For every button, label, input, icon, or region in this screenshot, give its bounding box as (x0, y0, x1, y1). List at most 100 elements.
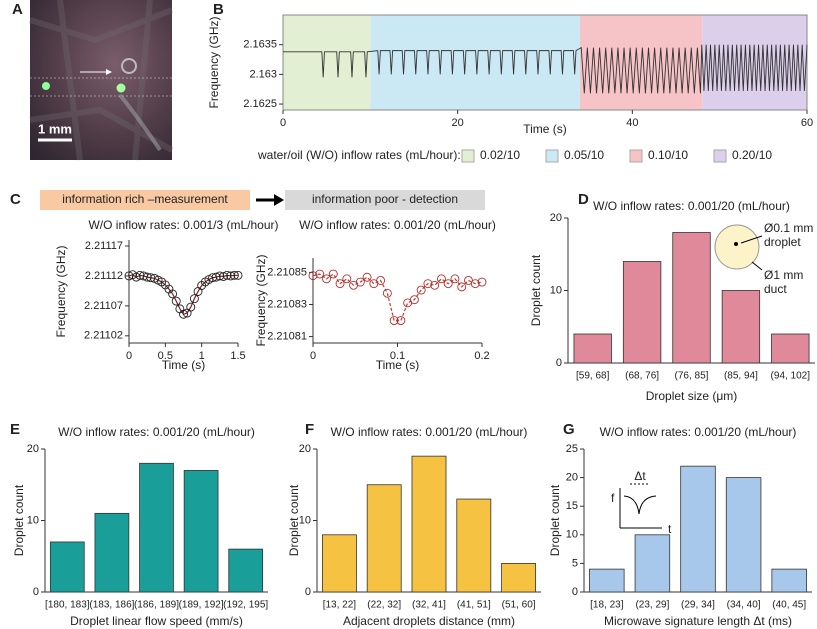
y-tick-label: 20 (27, 443, 39, 455)
y-tick-label: 2.21117 (85, 240, 123, 252)
bar (456, 498, 492, 593)
y-axis-label: Droplet count (12, 484, 26, 556)
bar (366, 484, 402, 593)
y-tick-label: 0 (305, 586, 311, 598)
y-axis-label: Droplet count (287, 484, 301, 556)
panel-label: E (10, 421, 20, 438)
data-point (233, 270, 243, 280)
x-tick-label: (76, 85] (675, 371, 709, 382)
x-tick-label: (29, 34] (681, 600, 715, 611)
x-tick-label: (186, 189] (134, 600, 179, 611)
y-tick-label: 2.21102 (84, 330, 123, 342)
data-point (168, 289, 178, 299)
annotation: duct (764, 282, 787, 296)
x-tick-label: 0 (310, 350, 316, 362)
x-tick-label: (40, 45] (772, 600, 806, 611)
chart-title: W/O inflow rates: 0.001/20 (mL/hour) (331, 425, 528, 439)
duct-inset (714, 224, 763, 271)
y-tick-label: 0 (33, 586, 39, 598)
data-point (376, 276, 386, 285)
y-tick-label: 10 (566, 529, 578, 541)
data-point (211, 272, 221, 282)
data-point (362, 272, 372, 282)
chart-title: W/O inflow rates: 0.001/20 (mL/hour) (600, 425, 797, 439)
y-tick-label: 2.21081 (267, 330, 307, 342)
header-box (40, 190, 250, 210)
y-tick-label: 2.1625 (243, 98, 277, 110)
annotation: t (668, 522, 672, 536)
x-tick-label: (85, 94] (724, 371, 758, 382)
arrow-head (274, 194, 284, 206)
legend-label: 0.10/10 (648, 148, 688, 162)
y-axis-label: Droplet count (548, 484, 562, 556)
y-tick-label: 2.1635 (243, 39, 277, 51)
data-point (409, 295, 419, 305)
legend-swatch (629, 149, 643, 163)
y-tick-label: 20 (550, 212, 562, 224)
data-point (142, 272, 152, 282)
legend-title: water/oil (W/O) inflow rates (mL/hour): (257, 148, 461, 162)
x-axis-label: Time (s) (376, 358, 420, 372)
x-tick-label: 0 (280, 117, 286, 129)
header-text: information poor - detection (312, 192, 458, 206)
x-tick-label: 60 (801, 117, 813, 129)
data-point (430, 280, 440, 290)
legend-swatch (461, 149, 475, 163)
x-tick-label: (41, 51] (457, 600, 491, 611)
panel-label: G (563, 421, 575, 438)
x-tick-label: 0.1 (390, 350, 405, 362)
x-tick-label: 20 (452, 117, 464, 129)
bar (634, 534, 671, 593)
bar (680, 465, 716, 593)
x-axis-label: Microwave signature length Δt (ms) (604, 614, 792, 628)
data-point (416, 285, 426, 295)
data-point (179, 309, 188, 319)
chart-title: W/O inflow rates: 0.001/20 (mL/hour) (593, 199, 790, 213)
signature-inset (619, 483, 662, 529)
x-tick-label: (23, 29] (635, 600, 669, 611)
x-tick-label: (34, 40] (727, 600, 761, 611)
data-point (342, 274, 352, 284)
y-tick-label: 0 (572, 586, 578, 598)
y-tick-label: 20 (566, 472, 578, 484)
y-tick-label: 10 (27, 514, 39, 526)
y-tick-label: 2.21112 (85, 270, 123, 282)
x-tick-label: 1 (199, 350, 205, 362)
bar (49, 541, 85, 593)
panel-label: C (10, 191, 21, 208)
bar (183, 470, 219, 593)
chart-title: W/O inflow rates: 0.001/3 (mL/hour) (88, 218, 278, 232)
y-axis-label: Frequency (GHz) (207, 16, 221, 108)
plot-frame (282, 14, 808, 111)
data-point (308, 271, 318, 281)
y-tick-label: 2.163 (249, 68, 277, 80)
bar (771, 568, 807, 593)
data-line (312, 273, 483, 322)
data-point (315, 269, 325, 279)
x-axis-label: Droplet linear flow speed (mm/s) (70, 614, 243, 628)
legend-label: 0.05/10 (564, 148, 604, 162)
data-point (477, 277, 487, 287)
x-tick-label: 1.5 (230, 350, 245, 362)
bar (721, 290, 761, 364)
data-point (389, 316, 399, 325)
bar (771, 333, 810, 364)
x-tick-label: [180, 183] (45, 600, 90, 611)
data-point (124, 271, 134, 281)
data-point (335, 279, 345, 289)
data-point (443, 279, 453, 289)
y-tick-label: 2.21107 (84, 300, 123, 312)
data-line (283, 44, 808, 94)
panel-label: F (305, 421, 314, 438)
bar (573, 333, 612, 364)
x-tick-label: (189, 192] (179, 600, 224, 611)
region (283, 15, 371, 110)
bar (501, 563, 537, 593)
y-tick-label: 20 (299, 443, 311, 455)
data-point (226, 271, 236, 281)
x-tick-label: (68, 76] (625, 371, 659, 382)
bar (321, 534, 357, 593)
chart-title: W/O inflow rates: 0.001/20 (mL/hour) (58, 425, 255, 439)
